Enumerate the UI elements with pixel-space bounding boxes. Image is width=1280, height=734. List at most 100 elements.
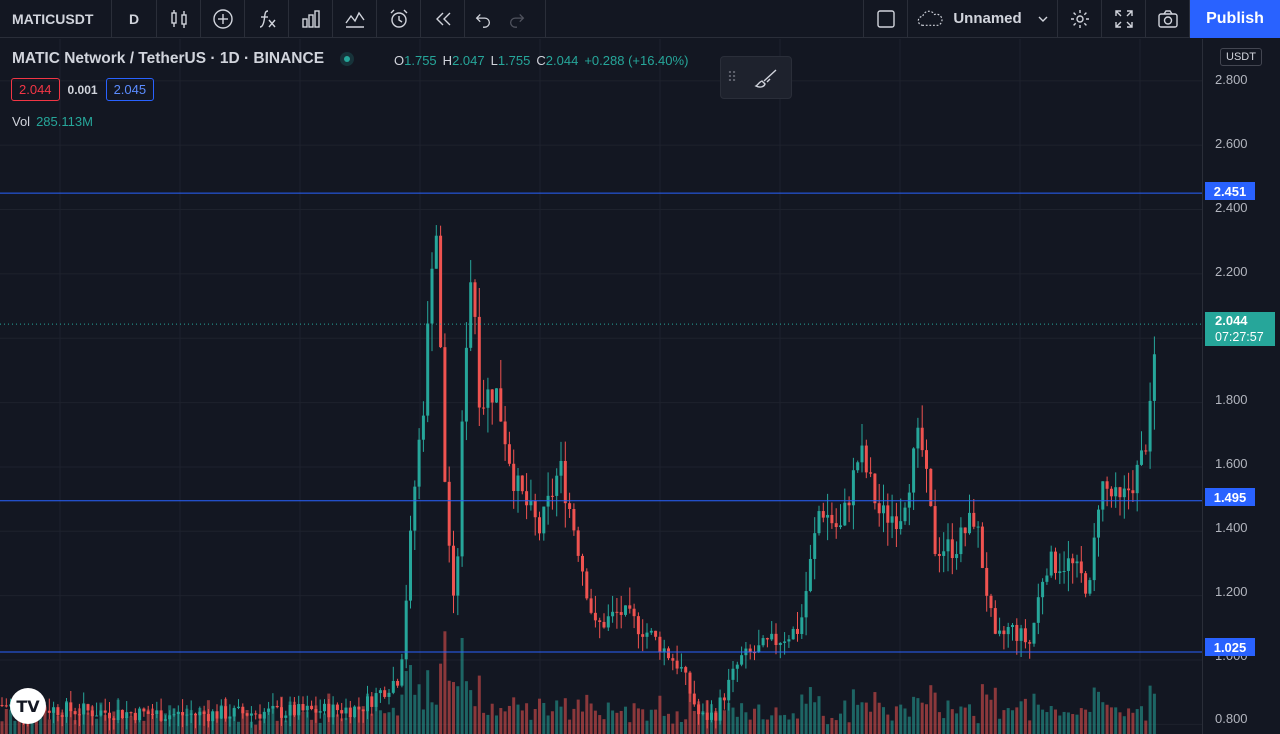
- candle-body: [1131, 490, 1135, 494]
- volume-bar: [460, 637, 464, 734]
- candle-body: [318, 711, 322, 713]
- candle-body: [920, 427, 924, 451]
- volume-bar: [589, 703, 593, 734]
- candle-body: [645, 632, 649, 637]
- alert-clock-icon[interactable]: [377, 0, 421, 38]
- candle-body: [1092, 537, 1096, 581]
- floating-drawing-toolbar[interactable]: ⠿: [720, 56, 792, 99]
- volume-bar: [417, 684, 421, 734]
- publish-button[interactable]: Publish: [1190, 0, 1280, 38]
- candle-body: [731, 668, 735, 680]
- volume-bar: [181, 714, 185, 734]
- candle-body: [340, 710, 344, 714]
- candle-body: [525, 491, 529, 506]
- volume-bar: [1023, 698, 1027, 734]
- level-price-tag[interactable]: 1.495: [1205, 488, 1255, 506]
- candle-body: [783, 641, 787, 643]
- volume-bar: [615, 712, 619, 734]
- templates-icon[interactable]: [333, 0, 377, 38]
- financials-icon[interactable]: [289, 0, 333, 38]
- volume-bar: [99, 702, 103, 734]
- candle-body: [456, 556, 460, 596]
- buy-price-button[interactable]: 2.045: [105, 78, 155, 101]
- volume-bar: [804, 703, 808, 734]
- volume-bar: [202, 710, 206, 734]
- sell-price-button[interactable]: 2.044: [11, 78, 60, 101]
- candle-body: [787, 639, 791, 642]
- candles-icon[interactable]: [157, 0, 201, 38]
- candle-body: [469, 282, 473, 348]
- volume-bar: [490, 703, 494, 734]
- settings-gear-icon[interactable]: [1058, 0, 1102, 38]
- chart-pane[interactable]: [0, 39, 1202, 734]
- volume-bar: [232, 708, 236, 734]
- candle-body: [181, 712, 185, 716]
- candle-body: [258, 714, 262, 719]
- price-axis[interactable]: [1202, 39, 1280, 734]
- candle-body: [688, 672, 692, 694]
- redo-icon[interactable]: [507, 9, 527, 29]
- candle-body: [903, 507, 907, 522]
- volume-bar: [748, 719, 752, 734]
- brush-icon[interactable]: [743, 66, 791, 90]
- volume-bar: [619, 710, 623, 734]
- volume-bar: [155, 714, 159, 734]
- candle-body: [323, 703, 326, 712]
- volume-bar: [1049, 706, 1053, 734]
- volume-bar: [563, 698, 567, 734]
- volume-bar: [830, 717, 834, 734]
- volume-bar: [989, 699, 993, 734]
- volume-bar: [327, 693, 331, 734]
- price-tick: 1.200: [1215, 584, 1248, 599]
- volume-bar: [1066, 712, 1070, 734]
- camera-snapshot-icon[interactable]: [1146, 0, 1190, 38]
- candle-body: [946, 539, 950, 552]
- interval-button[interactable]: D: [112, 0, 157, 38]
- volume-bar: [447, 680, 451, 734]
- layout-name-button[interactable]: Unnamed: [908, 0, 1058, 38]
- volume-bar: [228, 716, 232, 734]
- compare-plus-icon[interactable]: [201, 0, 245, 38]
- indicators-fx-icon[interactable]: [245, 0, 289, 38]
- volume-bar: [69, 708, 73, 734]
- volume-bar: [598, 715, 602, 734]
- candle-body: [937, 553, 941, 556]
- candle-body: [1058, 571, 1062, 574]
- undo-icon[interactable]: [465, 0, 545, 38]
- candle-body: [267, 708, 271, 712]
- drag-handle-icon[interactable]: ⠿: [726, 69, 738, 85]
- candle-body: [619, 612, 623, 615]
- candle-body: [804, 591, 808, 618]
- volume-bar: [907, 716, 911, 734]
- candle-body: [675, 660, 679, 669]
- candle-body: [761, 638, 765, 646]
- candle-body: [899, 521, 903, 530]
- fullscreen-expand-icon[interactable]: [1102, 0, 1146, 38]
- volume-bar: [95, 718, 99, 734]
- fullscreen-square-icon[interactable]: [864, 0, 908, 38]
- tradingview-logo[interactable]: TV: [10, 688, 46, 724]
- volume-bar: [559, 706, 563, 734]
- volume-bar: [624, 706, 627, 734]
- volume-bar: [172, 708, 176, 734]
- candle-body: [890, 516, 894, 523]
- volume-bar: [1144, 720, 1148, 734]
- market-status-icon: [340, 52, 355, 66]
- candle-body: [550, 495, 554, 497]
- candle-body: [400, 659, 404, 686]
- volume-bar: [675, 711, 679, 734]
- price-chart[interactable]: [0, 39, 1202, 734]
- candle-body: [740, 655, 744, 665]
- level-price-tag[interactable]: 2.451: [1205, 182, 1255, 200]
- volume-bar: [606, 702, 610, 734]
- volume-bar: [791, 713, 795, 734]
- level-price-tag[interactable]: 1.025: [1205, 638, 1255, 656]
- candle-body: [628, 605, 632, 609]
- volume-bar: [826, 724, 830, 734]
- currency-label[interactable]: USDT: [1220, 48, 1262, 66]
- replay-icon[interactable]: [421, 0, 465, 38]
- volume-bar: [774, 707, 778, 734]
- symbol-search-button[interactable]: MATICUSDT: [0, 0, 112, 38]
- volume-bar: [787, 719, 791, 734]
- volume-bar: [550, 711, 554, 734]
